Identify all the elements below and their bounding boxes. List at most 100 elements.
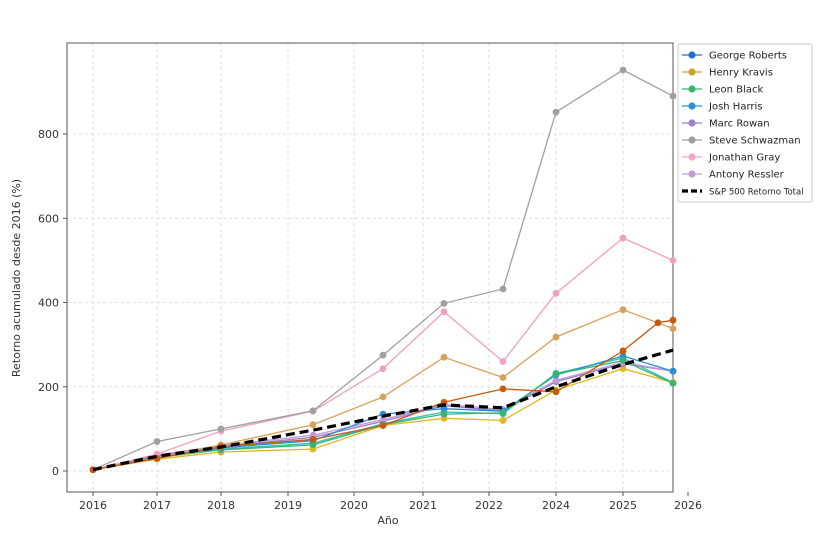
data-point	[669, 316, 677, 324]
legend-label: Jonathan Gray	[708, 153, 780, 164]
axis-ticks: 0 200 400 600 800 2016 2017 2018 2019 2020 2021 202…	[38, 128, 702, 512]
data-point	[552, 333, 560, 341]
data-point	[499, 417, 507, 424]
data-point	[552, 388, 560, 396]
series-layer	[89, 66, 677, 474]
plot-frame	[66, 42, 674, 493]
data-point	[440, 308, 448, 316]
legend-label: S&P 500 Retorno Total	[709, 188, 804, 198]
data-point	[153, 438, 161, 445]
data-point	[619, 234, 627, 242]
data-point	[379, 416, 387, 424]
data-point	[309, 421, 317, 429]
legend-item: Jonathan Gray	[682, 153, 780, 164]
legend-item: S&P 500 Retorno Total	[682, 188, 804, 198]
legend-label: Steve Schwazman	[709, 136, 801, 147]
legend-swatch	[688, 102, 696, 110]
data-point	[309, 407, 317, 415]
data-point	[499, 385, 507, 393]
y-tick-label: 400	[38, 297, 59, 310]
data-point	[379, 393, 387, 401]
series-steve-schwazman	[89, 66, 677, 474]
data-point	[552, 289, 560, 297]
series-line	[92, 309, 674, 471]
data-point	[552, 108, 560, 116]
x-axis-title: Año	[377, 514, 398, 527]
legend-swatch	[688, 68, 696, 76]
data-point	[669, 367, 677, 375]
legend-swatch	[688, 170, 696, 178]
data-point	[619, 66, 627, 74]
legend-item: George Roberts	[682, 51, 787, 62]
x-tick-label: 2018	[207, 499, 235, 512]
data-point	[552, 370, 560, 378]
legend-swatch	[688, 136, 696, 144]
series-george-roberts	[89, 316, 677, 474]
x-tick-label: 2022	[475, 499, 503, 512]
data-point	[669, 256, 677, 264]
data-point	[440, 353, 448, 361]
series-line	[92, 237, 674, 471]
legend-swatch	[688, 153, 696, 161]
data-point	[499, 409, 507, 417]
x-tick-label: 2021	[409, 499, 437, 512]
series-line	[92, 367, 674, 471]
data-point	[440, 299, 448, 307]
legend-swatch	[688, 85, 696, 93]
legend-label: Josh Harris	[708, 102, 762, 113]
data-point	[309, 441, 317, 449]
series-line	[92, 69, 674, 471]
data-point	[669, 325, 677, 333]
y-axis-title: Retorno acumulado desde 2016 (%)	[10, 179, 23, 377]
data-point	[379, 365, 387, 373]
x-tick-label: 2024	[542, 499, 570, 512]
series-henry-kravis	[89, 306, 677, 474]
legend-label: Antony Ressler	[709, 170, 785, 181]
legend-item: Steve Schwazman	[682, 136, 801, 147]
grid-lines	[67, 43, 673, 492]
data-point	[619, 365, 627, 373]
data-point	[552, 377, 560, 384]
data-point	[619, 306, 627, 314]
data-point	[669, 379, 677, 387]
data-point	[654, 319, 662, 327]
y-tick-label: 200	[38, 381, 59, 394]
legend-item: Leon Black	[682, 85, 763, 96]
data-point	[499, 285, 507, 293]
x-tick-label: 2026	[674, 499, 702, 512]
y-tick-label: 800	[38, 128, 59, 141]
data-point	[440, 405, 448, 413]
series-s-p-500-retorno-total	[92, 348, 674, 472]
data-point	[669, 92, 677, 100]
x-tick-label: 2016	[79, 499, 107, 512]
legend-item: Josh Harris	[682, 102, 762, 113]
legend-label: George Roberts	[709, 51, 787, 62]
legend-item: Antony Ressler	[682, 170, 785, 181]
x-tick-label: 2017	[143, 499, 171, 512]
data-point	[499, 358, 507, 365]
legend-label: Marc Rowan	[709, 119, 770, 130]
legend-label: Henry Kravis	[709, 68, 773, 79]
legend-swatch	[688, 119, 696, 127]
data-point	[499, 374, 507, 381]
data-point	[619, 357, 627, 365]
x-tick-label: 2020	[340, 499, 368, 512]
series-line	[92, 348, 674, 472]
legend-item: Henry Kravis	[682, 68, 773, 79]
legend-swatch	[688, 51, 696, 59]
legend-frame	[677, 43, 813, 203]
data-point	[379, 351, 387, 359]
data-point	[309, 436, 317, 443]
data-point	[440, 410, 448, 418]
data-point	[619, 347, 627, 355]
legend-label: Leon Black	[709, 85, 763, 96]
legend: George Roberts Henry Kravis Leon Black Josh…	[677, 43, 813, 203]
legend-item: Marc Rowan	[682, 119, 770, 130]
x-tick-label: 2025	[609, 499, 637, 512]
data-point	[217, 425, 225, 433]
data-point	[379, 422, 387, 429]
series-line	[92, 359, 674, 471]
x-tick-label: 2019	[274, 499, 302, 512]
y-tick-label: 600	[38, 212, 59, 225]
